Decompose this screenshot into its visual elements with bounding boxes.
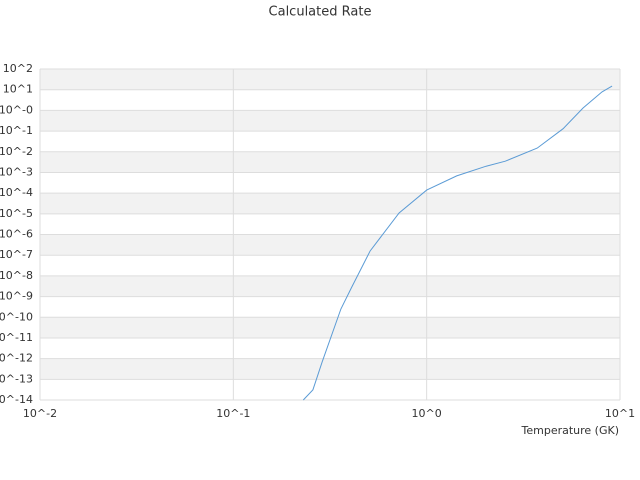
x-tick-label: 10^0 — [412, 407, 442, 420]
grid-band — [40, 275, 620, 297]
grid-band — [40, 110, 620, 132]
y-tick-label: 10^-12 — [0, 352, 33, 365]
data-line — [302, 85, 613, 401]
grid-band — [40, 317, 620, 338]
y-tick-label: 10^1 — [3, 83, 33, 96]
x-axis-label: Temperature (GK) — [521, 424, 620, 437]
y-tick-label: 10^-4 — [0, 186, 33, 199]
x-tick-label: 10^-1 — [216, 407, 250, 420]
grid-band — [40, 234, 620, 256]
grid-band — [40, 193, 620, 214]
y-tick-label: 10^-6 — [0, 228, 33, 241]
plot-background — [40, 69, 620, 380]
grid-band — [40, 69, 620, 90]
y-tick-label: 10^-0 — [0, 103, 33, 116]
y-tick-label: 10^-14 — [0, 393, 33, 406]
y-tick-label: 10^-9 — [0, 290, 33, 303]
y-tick-label: 10^-13 — [0, 372, 33, 385]
y-tick-label: 10^-2 — [0, 145, 33, 158]
y-tick-label: 10^-10 — [0, 310, 33, 323]
chart-title: Calculated Rate — [269, 5, 372, 20]
y-tick-label: 10^2 — [3, 62, 33, 75]
y-tick-label: 10^-11 — [0, 331, 33, 344]
y-tick-label: 10^-3 — [0, 165, 33, 178]
y-tick-label: 10^-7 — [0, 248, 33, 261]
y-tick-label: 10^-5 — [0, 207, 33, 220]
x-tick-label: 10^-2 — [23, 407, 57, 420]
grid-band — [40, 358, 620, 380]
x-tick-label: 10^1 — [605, 407, 635, 420]
y-tick-label: 10^-8 — [0, 269, 33, 282]
grid-band — [40, 151, 620, 173]
y-tick-label: 10^-1 — [0, 124, 33, 137]
